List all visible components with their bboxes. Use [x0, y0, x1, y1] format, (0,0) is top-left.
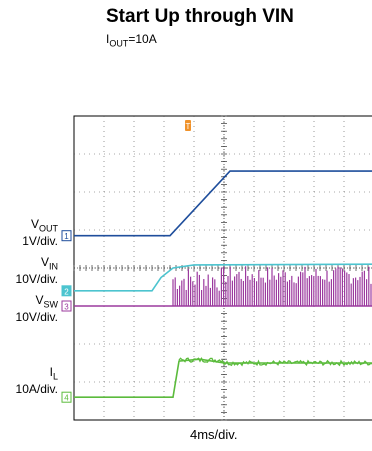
vout-label: VOUT 1V/div.	[22, 217, 58, 249]
x-axis-label: 4ms/div.	[190, 427, 238, 442]
channel-marker-vout	[61, 230, 72, 242]
series-line-il	[74, 358, 372, 398]
chart-title: Start Up through VIN	[106, 6, 294, 27]
il-ripple	[178, 357, 372, 367]
channel-number-vin: 2	[64, 287, 69, 296]
series-line-vin	[74, 263, 372, 292]
series-line-vout	[74, 170, 372, 237]
channel-number-vsw: 3	[64, 303, 69, 312]
il-label: IL 10A/div.	[15, 365, 58, 397]
chart-subtitle: IOUT=10A	[106, 32, 157, 49]
channel-number-il: 4	[64, 394, 69, 403]
vin-label: VIN 10V/div.	[15, 255, 58, 287]
channel-marker-vin	[61, 285, 72, 297]
channel-number-vout: 1	[64, 232, 69, 241]
trigger-marker-label: T	[186, 122, 191, 131]
trigger-marker-icon	[185, 120, 191, 131]
channel-marker-il	[61, 391, 72, 403]
vsw-label: VSW 10V/div.	[15, 293, 58, 325]
channel-marker-vsw	[61, 300, 72, 312]
